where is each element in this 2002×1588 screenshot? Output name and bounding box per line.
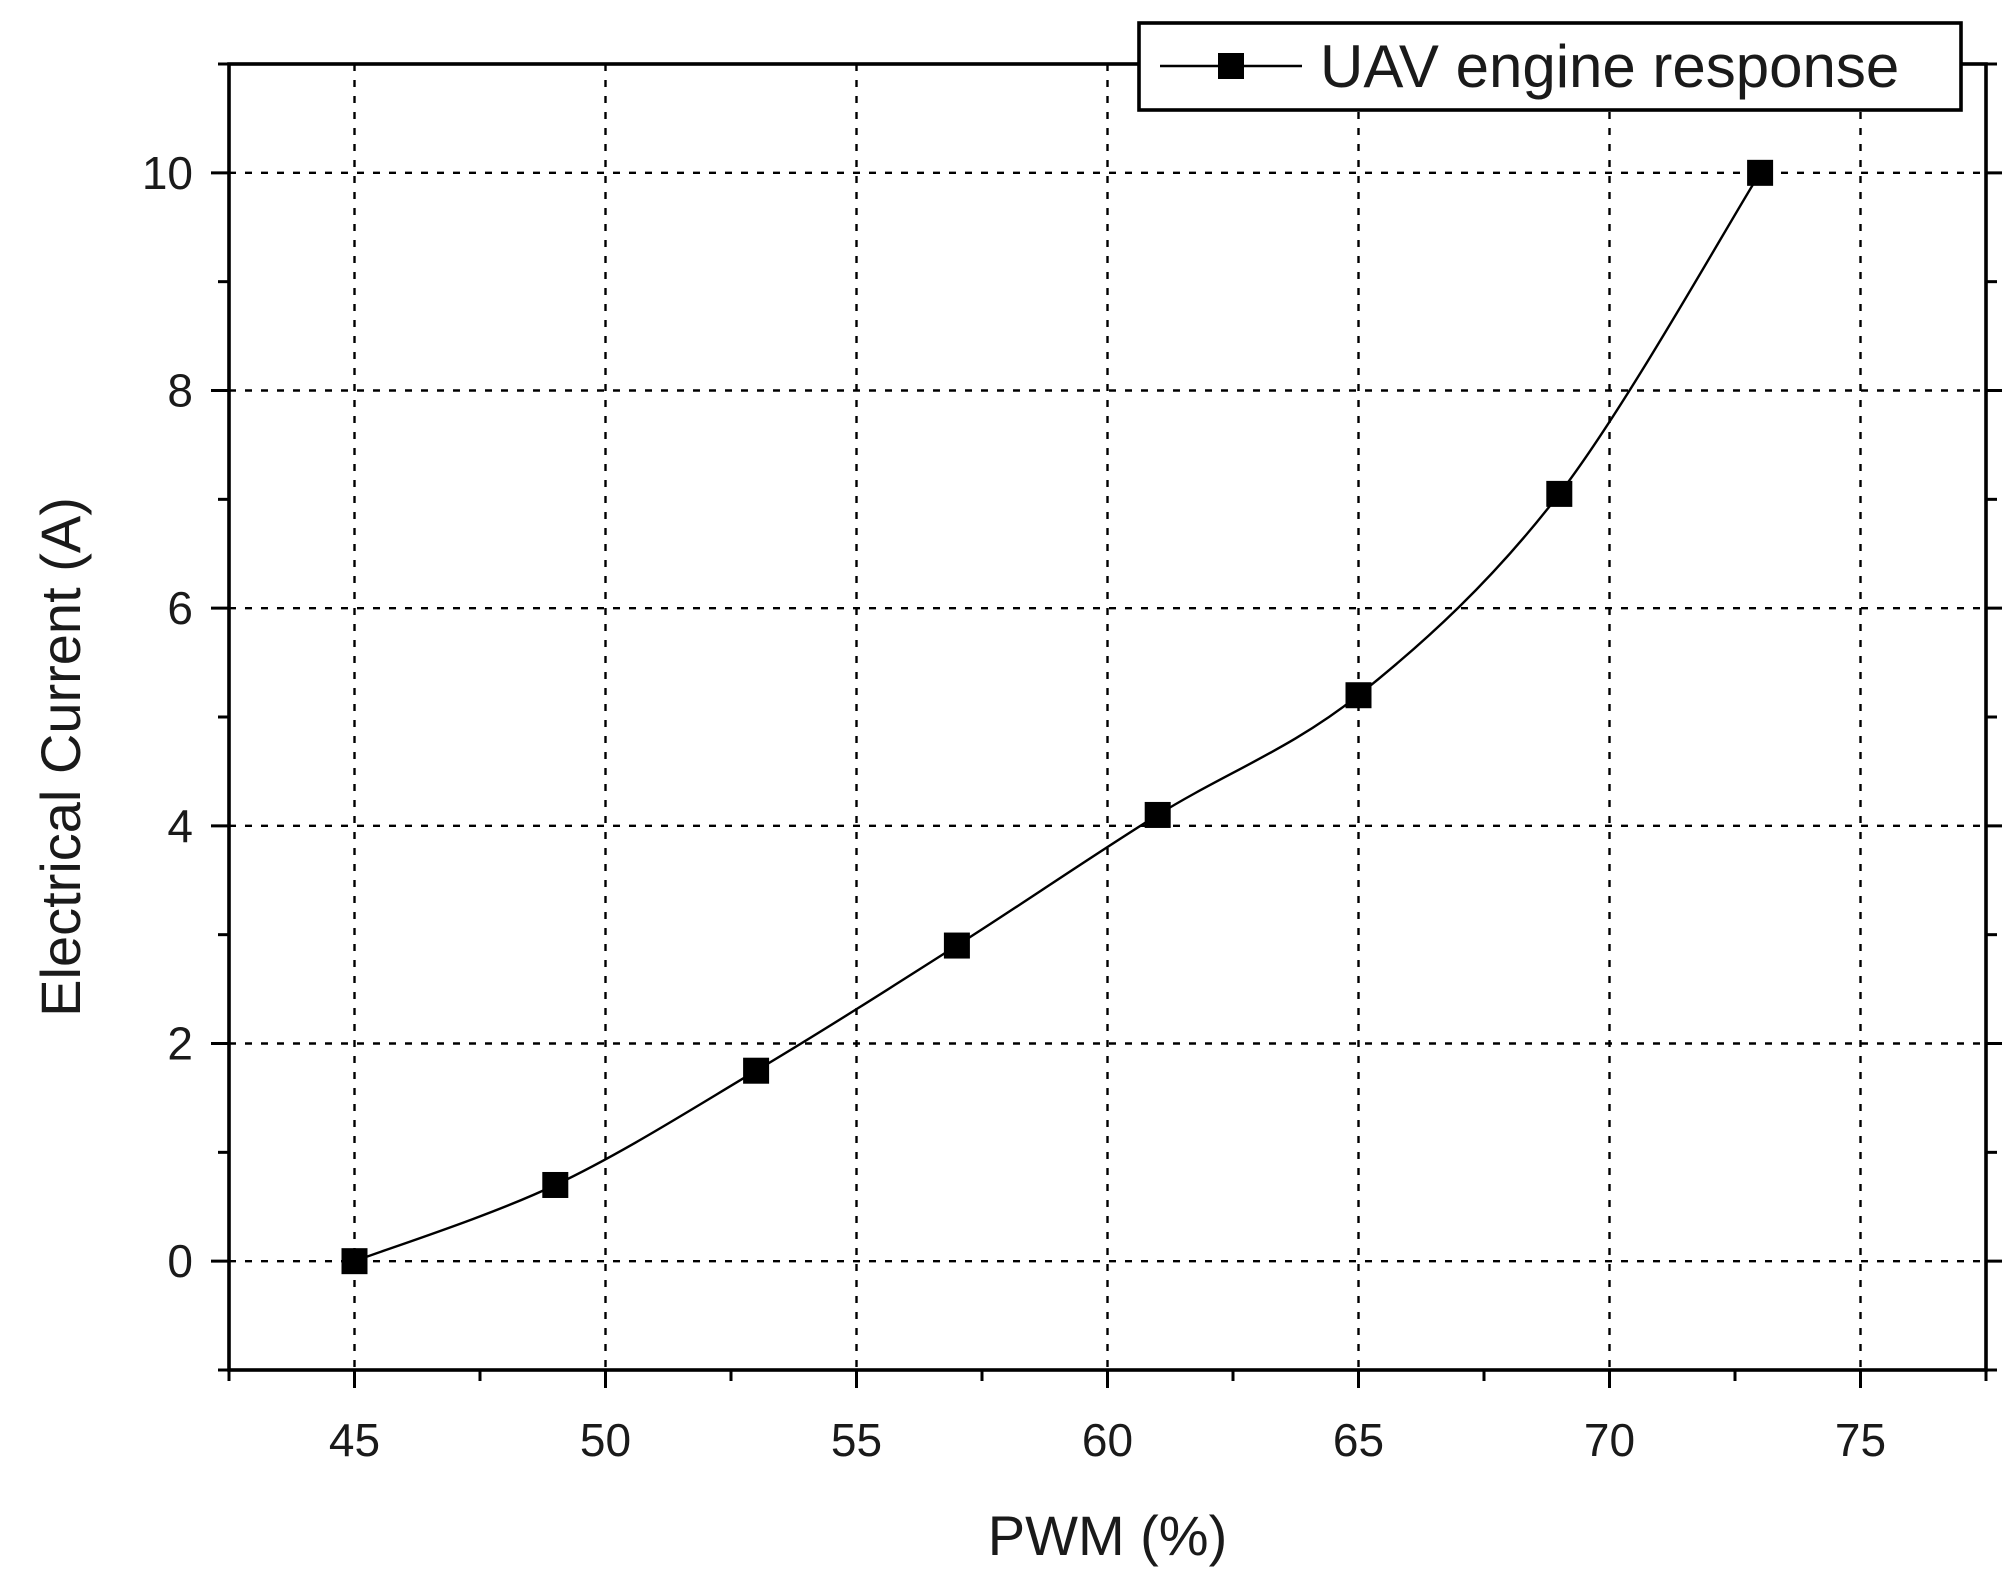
x-tick-label: 75 <box>1835 1414 1886 1466</box>
y-tick-label: 10 <box>142 147 193 199</box>
x-tick-label: 60 <box>1082 1414 1133 1466</box>
x-tick-label: 65 <box>1333 1414 1384 1466</box>
y-tick-label: 4 <box>167 800 193 852</box>
series-line <box>354 172 1762 1263</box>
data-point-marker <box>341 1248 368 1275</box>
x-tick-label: 50 <box>580 1414 631 1466</box>
y-tick-label: 2 <box>167 1018 193 1070</box>
x-tick-label: 70 <box>1584 1414 1635 1466</box>
data-point-marker <box>1345 682 1372 709</box>
y-tick-label: 0 <box>167 1235 193 1287</box>
y-tick-label: 8 <box>167 365 193 417</box>
x-tick-label: 55 <box>831 1414 882 1466</box>
x-tick-label: 45 <box>329 1414 380 1466</box>
legend: UAV engine response <box>1137 21 1963 112</box>
legend-marker-square-icon <box>1218 53 1244 79</box>
data-point-marker <box>1747 159 1774 186</box>
tick-labels: 45 50 55 60 65 70 75 0 2 4 6 8 10 <box>142 147 1886 1466</box>
data-point-marker <box>943 932 970 959</box>
series-group <box>341 159 1774 1275</box>
y-tick-label: 6 <box>167 582 193 634</box>
data-point-marker <box>1144 801 1171 828</box>
legend-label: UAV engine response <box>1320 33 1899 100</box>
data-point-marker <box>743 1057 770 1084</box>
data-point-marker <box>542 1171 569 1198</box>
axis-ticks <box>211 62 2002 1388</box>
y-axis-title: Electrical Current (A) <box>29 497 92 1017</box>
x-axis-title: PWM (%) <box>988 1504 1228 1567</box>
data-point-marker <box>1546 480 1573 507</box>
grid <box>229 64 1986 1370</box>
